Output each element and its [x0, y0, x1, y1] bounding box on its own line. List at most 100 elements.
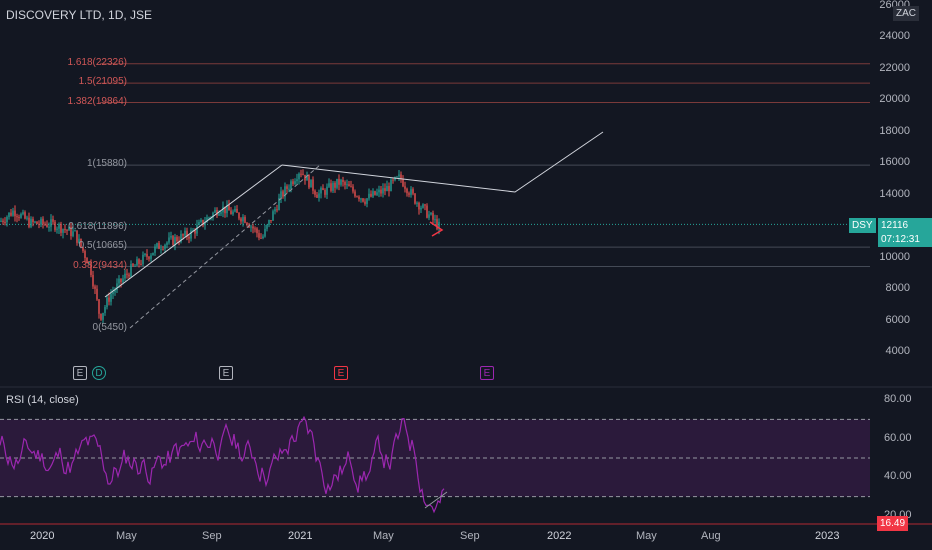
candle-body [96, 288, 98, 300]
candle-body [336, 178, 338, 188]
candle-body [396, 176, 398, 178]
candle-body [322, 188, 324, 191]
candle-body [110, 294, 112, 302]
candle-body [338, 178, 340, 185]
candle-body [266, 224, 268, 229]
candle-body [296, 179, 298, 182]
candle-body [20, 214, 22, 218]
fib-label: 0.382(9434) [73, 259, 127, 271]
candle-body [298, 173, 300, 180]
candle-body [84, 250, 86, 258]
event-marker-e[interactable]: E [334, 366, 348, 380]
candle-body [428, 214, 430, 218]
candle-body [68, 226, 70, 231]
candle-body [98, 299, 100, 314]
candle-body [158, 243, 160, 249]
candle-body [286, 186, 288, 189]
candle-body [242, 217, 244, 222]
candle-body [390, 179, 392, 192]
candle-body [12, 210, 14, 216]
candle-body [38, 224, 40, 226]
currency-badge: ZAC [893, 6, 919, 21]
time-label: May [116, 530, 137, 542]
candle-body [218, 213, 220, 216]
symbol-title[interactable]: DISCOVERY LTD, 1D, JSE [6, 8, 153, 22]
candle-body [40, 218, 42, 225]
candle-body [324, 190, 326, 195]
price-tick-14000: 14000 [879, 187, 910, 200]
candle-body [170, 236, 172, 238]
candle-body [274, 209, 276, 212]
candle-body [282, 191, 284, 197]
candle-body [320, 188, 322, 194]
price-tick-6000: 6000 [885, 313, 910, 326]
event-marker-e[interactable]: E [480, 366, 494, 380]
candle-body [192, 230, 194, 232]
candle-body [228, 204, 230, 211]
candle-body [118, 278, 120, 284]
candle-body [236, 208, 238, 213]
candle-body [238, 212, 240, 219]
event-marker-d[interactable]: D [92, 366, 106, 380]
fib-label: 0(5450) [92, 322, 127, 334]
candle-body [252, 226, 254, 229]
candle-body [432, 212, 434, 220]
candle-body [148, 256, 150, 259]
time-label: 2021 [288, 530, 313, 542]
candle-body [290, 181, 292, 189]
candle-body [54, 221, 56, 230]
candle-body [146, 254, 148, 257]
candle-body [226, 204, 228, 214]
candle-body [82, 246, 84, 251]
candle-body [312, 179, 314, 191]
candle-body [408, 193, 410, 195]
candle-body [268, 220, 270, 225]
candle-body [10, 212, 12, 216]
candle-body [176, 237, 178, 242]
candle-body [388, 186, 390, 192]
candle-body [372, 191, 374, 197]
candle-body [264, 228, 266, 237]
candle-body [8, 212, 10, 217]
candle-body [62, 229, 64, 233]
fib-label: 1.618(22326) [67, 56, 128, 68]
candle-body [206, 217, 208, 223]
candle-body [52, 219, 54, 222]
candle-body [404, 186, 406, 189]
candle-body [360, 198, 362, 200]
candle-body [220, 212, 222, 214]
candle-body [22, 212, 24, 215]
price-tick-10000: 10000 [879, 250, 910, 263]
rsi-title[interactable]: RSI (14, close) [6, 394, 79, 406]
candle-body [28, 217, 30, 227]
event-marker-e[interactable]: E [219, 366, 233, 380]
candle-body [154, 246, 156, 253]
candle-body [36, 221, 38, 225]
candle-body [184, 230, 186, 236]
candle-body [398, 174, 400, 177]
event-marker-e[interactable]: E [73, 366, 87, 380]
candle-body [434, 219, 436, 221]
candle-body [378, 189, 380, 193]
candle-body [50, 219, 52, 227]
candle-body [140, 263, 142, 265]
candle-body [422, 204, 424, 208]
time-label: May [373, 530, 394, 542]
candle-body [196, 225, 198, 234]
time-label: 2022 [547, 530, 572, 542]
candle-body [216, 209, 218, 216]
candle-body [272, 211, 274, 221]
candle-body [70, 226, 72, 236]
candle-body [132, 263, 134, 266]
candle-body [414, 193, 416, 204]
candle-body [352, 186, 354, 192]
price-tick-26000: 26000 [879, 0, 910, 11]
candle-body [204, 222, 206, 226]
candle-body [152, 252, 154, 256]
candle-body [288, 188, 290, 190]
candle-body [300, 173, 302, 175]
candle-body [102, 312, 104, 320]
candle-body [280, 191, 282, 198]
